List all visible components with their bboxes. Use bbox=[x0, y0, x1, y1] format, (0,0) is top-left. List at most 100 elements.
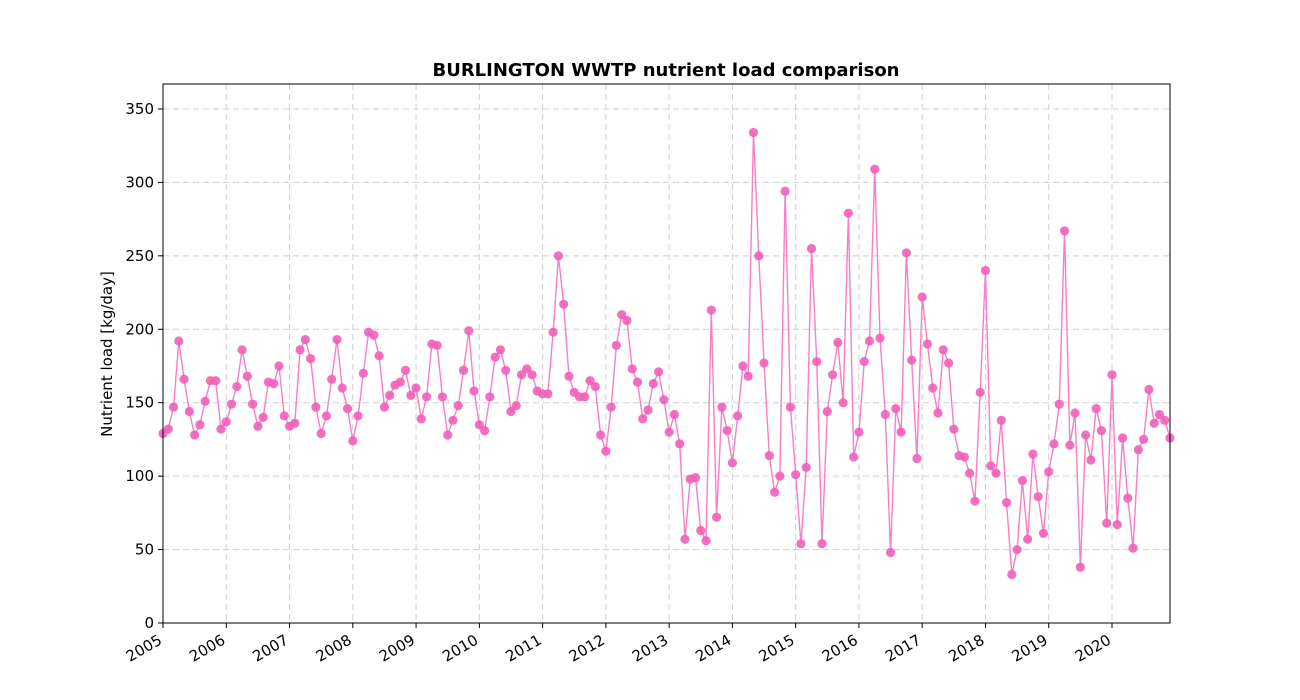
data-point bbox=[480, 426, 490, 436]
data-point bbox=[1107, 370, 1117, 380]
data-point bbox=[780, 186, 790, 196]
data-point bbox=[701, 536, 711, 546]
data-point bbox=[754, 251, 764, 261]
data-point bbox=[1017, 475, 1027, 486]
data-point bbox=[1112, 520, 1122, 530]
data-point bbox=[553, 251, 564, 261]
data-point bbox=[406, 390, 416, 400]
data-point bbox=[443, 430, 453, 440]
data-point bbox=[643, 405, 653, 415]
data-point bbox=[1059, 226, 1070, 236]
data-point bbox=[1012, 544, 1022, 555]
data-point bbox=[627, 364, 637, 374]
data-point bbox=[174, 336, 184, 346]
data-point bbox=[1065, 440, 1075, 450]
data-point bbox=[880, 409, 890, 420]
data-point bbox=[1044, 467, 1054, 477]
data-point bbox=[664, 427, 674, 437]
data-point bbox=[1081, 430, 1091, 440]
data-point bbox=[796, 539, 806, 549]
data-point bbox=[1091, 403, 1101, 414]
data-point bbox=[190, 430, 200, 440]
data-point bbox=[1139, 434, 1149, 445]
data-point bbox=[617, 309, 627, 320]
data-point bbox=[822, 406, 832, 417]
data-point bbox=[606, 402, 616, 412]
data-point bbox=[775, 471, 785, 481]
data-point bbox=[448, 415, 458, 425]
data-point bbox=[511, 401, 521, 411]
data-point bbox=[1154, 409, 1165, 420]
data-point bbox=[806, 243, 817, 254]
data-point bbox=[342, 403, 353, 414]
data-point bbox=[168, 402, 179, 412]
data-point bbox=[843, 208, 853, 218]
data-point bbox=[221, 417, 231, 427]
data-point bbox=[669, 409, 680, 420]
data-point bbox=[864, 336, 875, 346]
data-point bbox=[1038, 528, 1049, 539]
data-point bbox=[938, 345, 948, 355]
data-point bbox=[706, 305, 716, 315]
data-point bbox=[596, 430, 606, 440]
data-point bbox=[875, 333, 885, 343]
data-point bbox=[195, 420, 205, 430]
x-tick-label: 2005 bbox=[123, 631, 165, 666]
data-point bbox=[290, 418, 300, 428]
data-point bbox=[885, 547, 896, 558]
data-point bbox=[300, 334, 310, 345]
x-tick-label: 2012 bbox=[566, 631, 608, 666]
data-point bbox=[996, 415, 1006, 425]
y-tick-label: 300 bbox=[125, 173, 154, 191]
data-point bbox=[306, 354, 316, 364]
data-point bbox=[759, 358, 769, 368]
data-point bbox=[490, 352, 500, 362]
data-point bbox=[827, 370, 838, 380]
x-tick-label: 2015 bbox=[756, 631, 798, 666]
data-point bbox=[337, 383, 347, 393]
x-tick-label: 2009 bbox=[376, 631, 418, 666]
data-point bbox=[922, 339, 933, 349]
data-point bbox=[585, 376, 595, 386]
data-point bbox=[833, 337, 843, 348]
data-point bbox=[659, 395, 669, 405]
data-point bbox=[501, 365, 511, 375]
data-point bbox=[1033, 492, 1043, 502]
data-point bbox=[358, 368, 368, 378]
x-tick-label: 2013 bbox=[629, 631, 671, 666]
data-point bbox=[485, 392, 495, 402]
x-tick-label: 2018 bbox=[945, 631, 987, 666]
data-point bbox=[675, 439, 685, 449]
y-tick-label: 100 bbox=[125, 467, 154, 485]
data-point bbox=[1070, 408, 1080, 418]
data-point bbox=[849, 452, 859, 462]
data-point bbox=[838, 398, 848, 408]
data-point bbox=[295, 345, 305, 355]
data-point bbox=[975, 387, 985, 398]
data-point bbox=[432, 340, 442, 351]
y-tick-label: 0 bbox=[144, 614, 154, 632]
x-tick-label: 2007 bbox=[249, 631, 291, 666]
data-point bbox=[791, 470, 801, 480]
data-point bbox=[917, 292, 927, 302]
data-point bbox=[696, 525, 706, 536]
data-point bbox=[590, 381, 600, 392]
data-point bbox=[611, 340, 622, 351]
x-tick-label: 2008 bbox=[313, 631, 355, 666]
data-point bbox=[1160, 415, 1170, 425]
data-point bbox=[543, 389, 553, 399]
data-point bbox=[1123, 493, 1133, 503]
data-point bbox=[400, 365, 411, 375]
data-point bbox=[722, 426, 732, 436]
data-point bbox=[970, 496, 980, 506]
data-point bbox=[1096, 426, 1107, 436]
data-point bbox=[738, 361, 748, 371]
y-tick-label: 200 bbox=[125, 320, 154, 338]
data-point bbox=[901, 248, 911, 258]
data-point bbox=[785, 402, 796, 412]
data-point bbox=[1144, 384, 1154, 395]
series-line bbox=[162, 132, 1171, 575]
data-point bbox=[269, 379, 279, 389]
y-tick-label: 150 bbox=[125, 394, 154, 412]
